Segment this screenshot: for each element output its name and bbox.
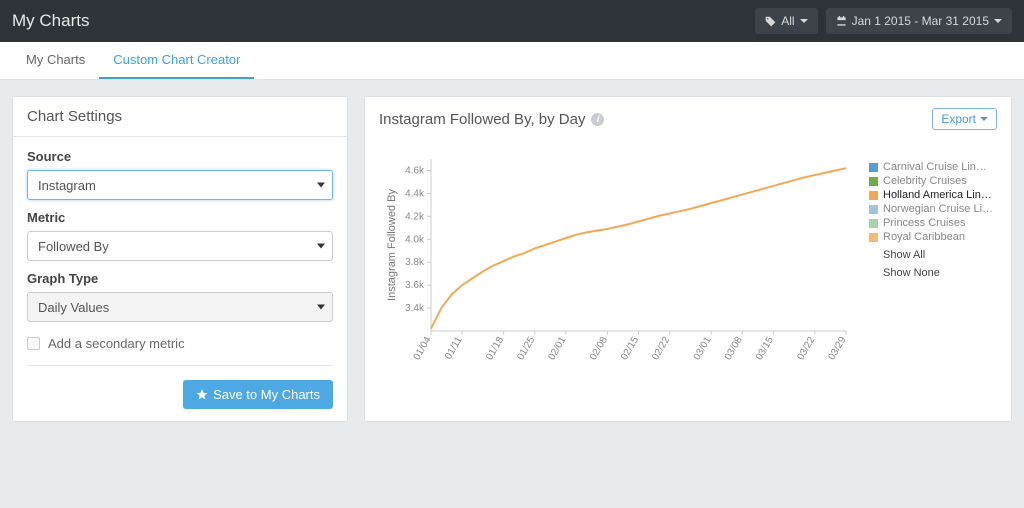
legend-show-none[interactable]: Show None: [883, 267, 997, 279]
chart-legend: Carnival Cruise Lin… Celebrity Cruises Hol…: [869, 151, 997, 381]
filter-dropdown[interactable]: All: [755, 8, 817, 34]
svg-text:01/25: 01/25: [515, 335, 537, 363]
svg-text:01/11: 01/11: [443, 335, 465, 362]
legend-swatch: [869, 191, 878, 200]
svg-text:03/15: 03/15: [754, 335, 776, 363]
secondary-metric-row[interactable]: Add a secondary metric: [27, 336, 333, 351]
date-range-label: Jan 1 2015 - Mar 31 2015: [852, 14, 989, 28]
calendar-icon: [836, 16, 847, 27]
chevron-down-icon: [980, 117, 988, 121]
star-icon: [196, 389, 208, 401]
svg-text:03/08: 03/08: [723, 335, 745, 363]
secondary-metric-checkbox[interactable]: [27, 337, 40, 350]
svg-text:Instagram Followed By: Instagram Followed By: [386, 189, 398, 301]
divider: [27, 365, 333, 366]
tag-icon: [765, 16, 776, 27]
svg-text:3.4k: 3.4k: [405, 303, 425, 314]
svg-text:02/08: 02/08: [588, 335, 610, 363]
legend-item[interactable]: Celebrity Cruises: [869, 175, 997, 187]
chart-plot-area: 3.4k 3.6k 3.8k 4.0k 4.2k 4.4k 4.6k 01/04 01/11 01…: [379, 151, 869, 381]
legend-swatch: [869, 233, 878, 242]
svg-text:4.2k: 4.2k: [405, 211, 425, 222]
legend-label: Carnival Cruise Lin…: [883, 161, 987, 173]
metric-select[interactable]: Followed By: [27, 231, 333, 261]
secondary-metric-label: Add a secondary metric: [48, 336, 185, 351]
settings-panel-title: Chart Settings: [13, 97, 347, 137]
svg-text:01/18: 01/18: [484, 335, 506, 363]
svg-text:02/01: 02/01: [546, 335, 568, 363]
page-title: My Charts: [12, 11, 89, 31]
chevron-down-icon: [800, 19, 808, 23]
legend-item[interactable]: Carnival Cruise Lin…: [869, 161, 997, 173]
legend-item[interactable]: Royal Caribbean: [869, 231, 997, 243]
chart-settings-panel: Chart Settings Source Instagram Metric F…: [12, 96, 348, 422]
date-range-dropdown[interactable]: Jan 1 2015 - Mar 31 2015: [826, 8, 1012, 34]
legend-label: Princess Cruises: [883, 217, 966, 229]
svg-text:3.8k: 3.8k: [405, 257, 425, 268]
legend-label: Holland America Lin…: [883, 189, 992, 201]
topbar: My Charts All Jan 1 2015 - Mar 31 2015: [0, 0, 1024, 42]
svg-text:4.6k: 4.6k: [405, 165, 425, 176]
legend-show-all[interactable]: Show All: [883, 249, 997, 261]
svg-text:01/04: 01/04: [412, 335, 434, 363]
info-icon[interactable]: i: [591, 113, 604, 126]
metric-label: Metric: [27, 210, 333, 225]
legend-item[interactable]: Norwegian Cruise Li…: [869, 203, 997, 215]
svg-text:03/01: 03/01: [692, 335, 714, 363]
source-label: Source: [27, 149, 333, 164]
line-chart: 3.4k 3.6k 3.8k 4.0k 4.2k 4.4k 4.6k 01/04 01/11 01…: [379, 151, 854, 381]
chevron-down-icon: [994, 19, 1002, 23]
svg-text:4.4k: 4.4k: [405, 188, 425, 199]
legend-swatch: [869, 205, 878, 214]
graph-type-select[interactable]: Daily Values: [27, 292, 333, 322]
filter-label: All: [781, 14, 794, 28]
svg-text:03/22: 03/22: [795, 335, 817, 363]
svg-text:02/22: 02/22: [650, 335, 672, 363]
svg-text:02/15: 02/15: [619, 335, 641, 363]
legend-label: Celebrity Cruises: [883, 175, 967, 187]
tab-custom-chart-creator[interactable]: Custom Chart Creator: [99, 42, 254, 79]
legend-item[interactable]: Holland America Lin…: [869, 189, 997, 201]
tab-bar: My Charts Custom Chart Creator: [0, 42, 1024, 80]
export-button[interactable]: Export: [932, 108, 997, 130]
chart-panel: Instagram Followed By, by Day i Export 3…: [364, 96, 1012, 422]
tab-my-charts[interactable]: My Charts: [12, 42, 99, 79]
legend-label: Norwegian Cruise Li…: [883, 203, 993, 215]
graph-type-label: Graph Type: [27, 271, 333, 286]
svg-text:4.0k: 4.0k: [405, 234, 425, 245]
svg-text:3.6k: 3.6k: [405, 280, 425, 291]
legend-item[interactable]: Princess Cruises: [869, 217, 997, 229]
chart-title: Instagram Followed By, by Day i: [379, 111, 604, 128]
legend-swatch: [869, 163, 878, 172]
source-select[interactable]: Instagram: [27, 170, 333, 200]
legend-label: Royal Caribbean: [883, 231, 965, 243]
legend-swatch: [869, 219, 878, 228]
save-to-my-charts-button[interactable]: Save to My Charts: [183, 380, 333, 409]
svg-text:03/29: 03/29: [827, 335, 849, 363]
legend-swatch: [869, 177, 878, 186]
